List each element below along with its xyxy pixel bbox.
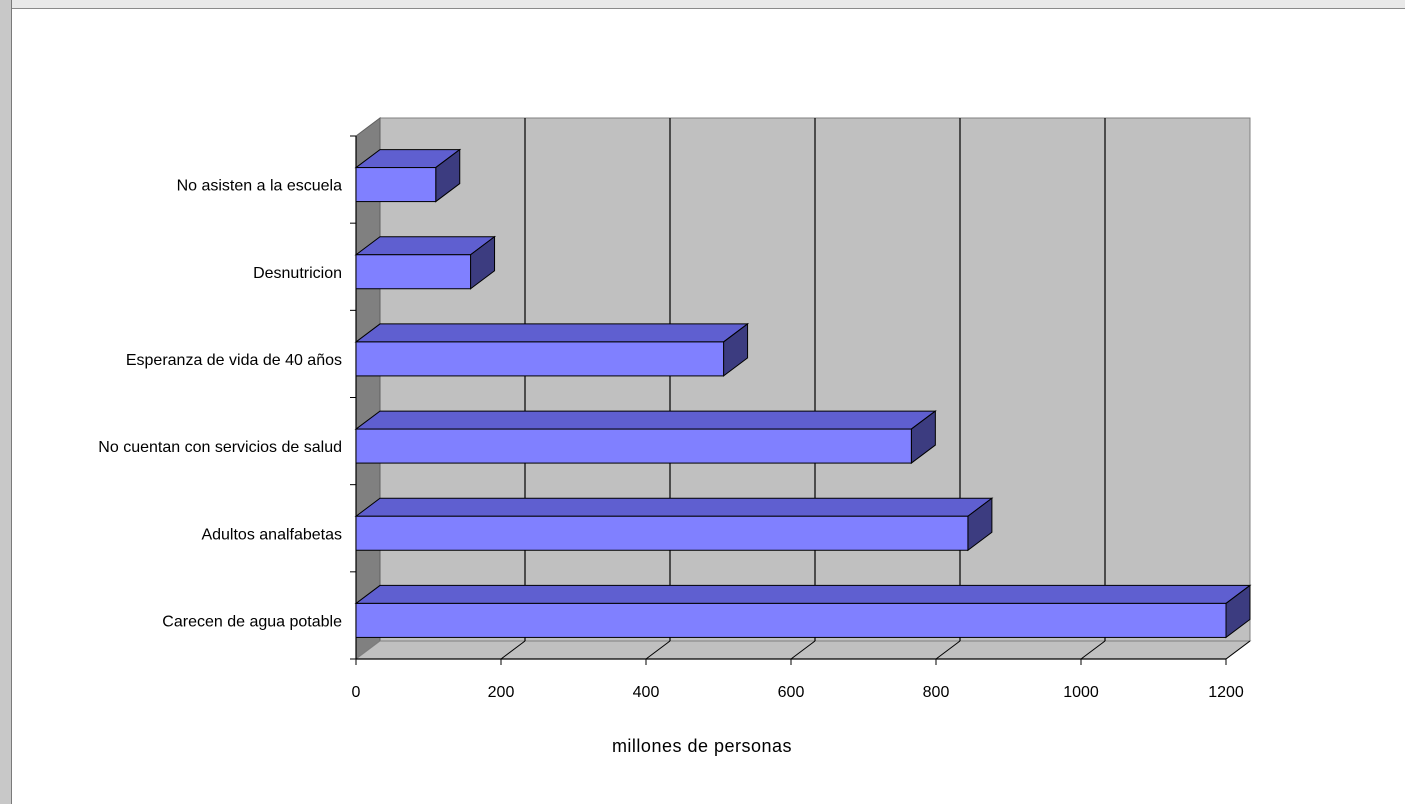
floor-gridline (500, 640, 526, 660)
category-label: Carecen de agua potable (162, 613, 342, 630)
x-tick-label: 600 (778, 684, 805, 701)
floor-gridline (935, 640, 961, 660)
grid-lines (500, 118, 1251, 660)
plot-walls (354, 117, 1252, 660)
x-tick-label: 1000 (1063, 684, 1099, 701)
floor-gridline (1225, 640, 1251, 660)
category-label: Adultos analfabetas (201, 526, 342, 543)
labels: 0 200 400 600 800 1000 1200 No asisten a la esc… (98, 178, 1244, 701)
bar (354, 148, 462, 203)
window-left-strip (0, 0, 12, 804)
category-label: No cuentan con servicios de salud (98, 439, 342, 456)
window-top-strip (0, 0, 1405, 8)
bar (354, 235, 497, 290)
bar-front-face (355, 515, 969, 551)
floor-gridline (790, 640, 816, 660)
bar (354, 497, 994, 552)
bar-top-face (354, 410, 937, 430)
bar-top-face (354, 323, 750, 343)
x-axis-title: millones de personas (612, 736, 792, 756)
bar-front-face (355, 167, 437, 203)
bar-front-face (355, 428, 912, 464)
x-tick-label: 200 (488, 684, 515, 701)
x-tick-label: 1200 (1208, 684, 1244, 701)
bar-top-face (354, 497, 994, 517)
bars (354, 148, 1252, 639)
chart-area: 0 200 400 600 800 1000 1200 No asisten a la esc… (12, 8, 1405, 804)
bar (354, 322, 750, 377)
bar-front-face (355, 341, 725, 377)
x-tick-label: 400 (633, 684, 660, 701)
bar-front-face (355, 602, 1227, 638)
floor-gridline (1080, 640, 1106, 660)
bar-top-face (354, 584, 1252, 604)
bar (354, 410, 937, 465)
x-tick-label: 800 (923, 684, 950, 701)
category-label: Desnutricion (253, 265, 342, 282)
x-tick-label: 0 (352, 684, 361, 701)
bar (354, 584, 1252, 639)
category-label: Esperanza de vida de 40 años (126, 352, 342, 369)
axes (350, 135, 1227, 665)
floor-gridline (645, 640, 671, 660)
category-label: No asisten a la escuela (177, 178, 343, 195)
bar-front-face (355, 254, 472, 290)
bar-chart: 0 200 400 600 800 1000 1200 No asisten a la esc… (98, 117, 1252, 756)
